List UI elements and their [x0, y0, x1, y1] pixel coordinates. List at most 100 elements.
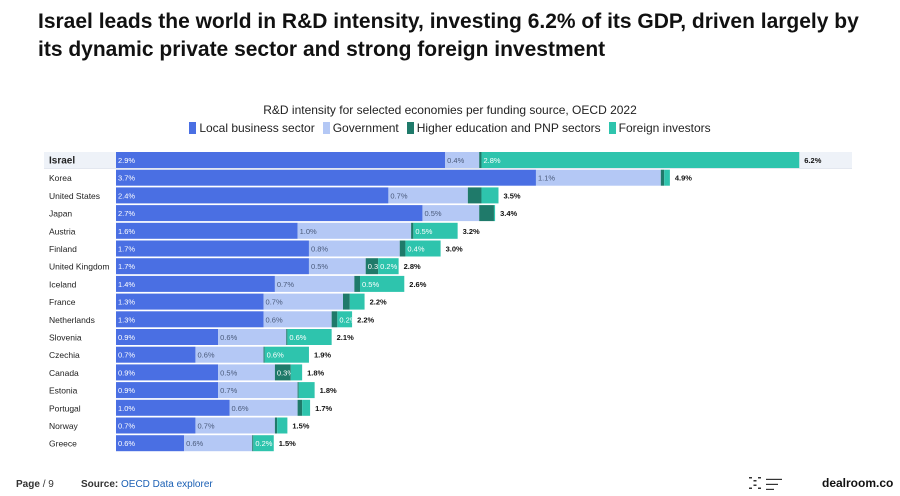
- data-label-government-portugal: 0.6%: [232, 404, 249, 413]
- bar-government-united-states: [388, 187, 468, 204]
- legend-item-foreign-investors: Foreign investors: [608, 121, 711, 135]
- data-label-local-business-sector-iceland: 1.4%: [118, 280, 135, 289]
- bar-local-business-sector-canada: [116, 364, 219, 381]
- bar-local-business-sector-austria: [116, 222, 298, 239]
- total-label-canada: 1.8%: [307, 368, 324, 377]
- bar-local-business-sector-czechia: [116, 346, 196, 363]
- total-label-slovenia: 2.1%: [337, 333, 354, 342]
- legend-label-foreign-investors: Foreign investors: [618, 121, 711, 135]
- total-label-france: 2.2%: [370, 298, 387, 307]
- category-label-norway: Norway: [49, 421, 79, 431]
- category-label-united-states: United States: [49, 191, 100, 201]
- data-label-government-france: 0.7%: [266, 298, 283, 307]
- bar-higher-education-and-pnp-sectors-canada: [274, 364, 291, 381]
- data-label-government-slovenia: 0.6%: [220, 333, 237, 342]
- bar-government-greece: [184, 435, 253, 452]
- data-label-local-business-sector-portugal: 1.0%: [118, 404, 135, 413]
- source-link[interactable]: OECD Data explorer: [121, 479, 213, 490]
- data-label-local-business-sector-norway: 0.7%: [118, 422, 135, 431]
- page-number: / 9: [42, 479, 54, 490]
- data-label-government-estonia: 0.7%: [220, 386, 237, 395]
- bar-higher-education-and-pnp-sectors-united-states: [467, 187, 482, 204]
- total-label-iceland: 2.6%: [409, 280, 426, 289]
- bar-government-canada: [218, 364, 275, 381]
- data-label-local-business-sector-united-kingdom: 1.7%: [118, 262, 135, 271]
- data-label-government-czechia: 0.6%: [197, 351, 214, 360]
- category-label-korea: Korea: [49, 173, 72, 183]
- bar-foreign-investors-canada: [290, 364, 303, 381]
- bar-government-israel: [445, 152, 480, 168]
- data-label-government-korea: 1.1%: [538, 174, 555, 183]
- bar-foreign-investors-united-states: [481, 187, 499, 204]
- bar-higher-education-and-pnp-sectors-slovenia: [286, 329, 288, 345]
- data-label-local-business-sector-japan: 2.7%: [118, 209, 135, 218]
- bar-foreign-investors-korea: [664, 169, 670, 186]
- data-label-local-business-sector-estonia: 0.9%: [118, 386, 135, 395]
- bar-foreign-investors-iceland: [360, 275, 405, 292]
- chart-title: R&D intensity for selected economies per…: [263, 103, 637, 117]
- chart-legend: Local business sector Government Higher …: [0, 121, 900, 135]
- bar-government-czechia: [195, 346, 264, 363]
- page-indicator: Page / 9: [16, 479, 54, 490]
- data-label-foreign-investors-netherlands: 0.2%: [339, 315, 356, 324]
- bar-local-business-sector-norway: [116, 417, 196, 434]
- bar-local-business-sector-korea: [116, 169, 536, 186]
- bar-government-france: [263, 293, 343, 310]
- source-label: Source:: [81, 479, 119, 490]
- bar-government-netherlands: [263, 311, 332, 328]
- data-label-foreign-investors-greece: 0.2%: [255, 439, 272, 448]
- bar-foreign-investors-united-kingdom: [378, 258, 399, 275]
- bar-higher-education-and-pnp-sectors-iceland: [354, 275, 361, 292]
- data-label-local-business-sector-greece: 0.6%: [118, 439, 135, 448]
- legend-swatch-local-business: [189, 122, 197, 134]
- total-label-japan: 3.4%: [500, 209, 517, 218]
- bar-local-business-sector-united-kingdom: [116, 258, 309, 275]
- data-label-government-canada: 0.5%: [220, 368, 237, 377]
- bar-higher-education-and-pnp-sectors-austria: [411, 222, 414, 239]
- bar-local-business-sector-japan: [116, 205, 423, 222]
- category-label-finland: Finland: [49, 244, 77, 254]
- data-label-local-business-sector-austria: 1.6%: [118, 227, 135, 236]
- bar-government-united-kingdom: [308, 258, 366, 275]
- bar-foreign-investors-finland: [405, 240, 441, 257]
- innovation-authority-logo-icon: [749, 477, 761, 489]
- bar-government-austria: [297, 222, 412, 239]
- total-label-united-states: 3.5%: [503, 191, 520, 200]
- bar-higher-education-and-pnp-sectors-france: [343, 293, 350, 310]
- data-label-local-business-sector-korea: 3.7%: [118, 174, 135, 183]
- data-label-foreign-investors-czechia: 0.6%: [267, 351, 284, 360]
- bar-government-slovenia: [218, 329, 287, 345]
- total-label-finland: 3.0%: [446, 245, 463, 254]
- total-label-portugal: 1.7%: [315, 404, 332, 413]
- bar-foreign-investors-israel: [481, 152, 800, 168]
- source-note: Source: OECD Data explorer: [81, 479, 213, 490]
- data-label-foreign-investors-finland: 0.4%: [407, 245, 424, 254]
- bar-higher-education-and-pnp-sectors-united-kingdom: [365, 258, 379, 275]
- bar-higher-education-and-pnp-sectors-czechia: [263, 346, 265, 363]
- bar-foreign-investors-estonia: [298, 382, 315, 399]
- data-label-local-business-sector-netherlands: 1.3%: [118, 315, 135, 324]
- total-label-norway: 1.5%: [292, 422, 309, 431]
- bar-government-japan: [422, 205, 480, 222]
- legend-swatch-higher-education: [406, 122, 414, 134]
- legend-label-higher-education: Higher education and PNP sectors: [416, 121, 601, 135]
- page-headline: Israel leads the world in R&D intensity,…: [38, 10, 859, 61]
- data-label-government-united-states: 0.7%: [390, 191, 407, 200]
- data-label-local-business-sector-israel: 2.9%: [118, 156, 135, 165]
- dealroom-brand: dealroom.co: [822, 476, 894, 490]
- bar-higher-education-and-pnp-sectors-israel: [479, 152, 482, 168]
- bar-government-iceland: [274, 275, 355, 292]
- data-label-government-norway: 0.7%: [197, 422, 214, 431]
- bar-higher-education-and-pnp-sectors-japan: [479, 205, 494, 222]
- data-label-local-business-sector-canada: 0.9%: [118, 368, 135, 377]
- bar-foreign-investors-austria: [413, 222, 458, 239]
- bar-higher-education-and-pnp-sectors-estonia: [297, 382, 299, 399]
- data-label-foreign-investors-israel: 2.8%: [483, 156, 500, 165]
- data-label-government-iceland: 0.7%: [277, 280, 294, 289]
- legend-label-government: Government: [332, 121, 399, 135]
- category-label-israel: Israel: [49, 156, 75, 167]
- data-label-foreign-investors-iceland: 0.5%: [362, 280, 379, 289]
- bar-local-business-sector-netherlands: [116, 311, 264, 328]
- bar-higher-education-and-pnp-sectors-norway: [274, 417, 278, 434]
- category-label-slovenia: Slovenia: [49, 333, 82, 343]
